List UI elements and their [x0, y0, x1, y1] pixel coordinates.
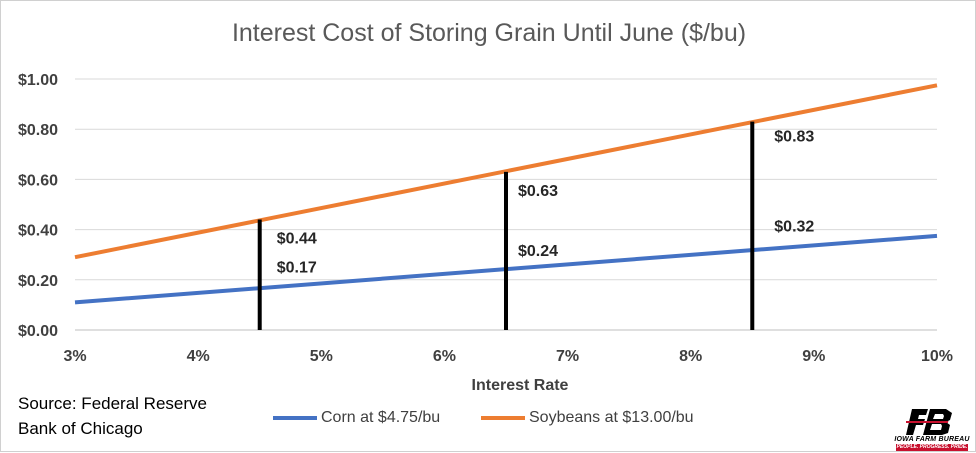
data-label: $0.83	[774, 129, 814, 146]
source-line-1: Source: Federal Reserve	[18, 394, 207, 413]
x-tick-label: 6%	[433, 348, 456, 365]
y-tick-label: $0.80	[18, 122, 58, 139]
data-label: $0.24	[518, 243, 558, 260]
data-label: $0.17	[277, 259, 317, 276]
source-line-2: Bank of Chicago	[18, 419, 143, 438]
logo-tagline: PEOPLE. PROGRESS. PRIDE.	[896, 444, 968, 451]
series-line-soybeans	[74, 83, 938, 260]
legend-swatch-corn	[273, 415, 317, 420]
y-tick-label: $0.60	[18, 172, 58, 189]
x-tick-label: 10%	[921, 348, 953, 365]
legend-label-corn: Corn at $4.75/bu	[321, 409, 441, 426]
chart-title: Interest Cost of Storing Grain Until Jun…	[231, 19, 747, 47]
y-tick-label: $0.00	[18, 323, 58, 340]
x-tick-label: 4%	[187, 348, 210, 365]
data-label: $0.63	[518, 183, 558, 200]
logo-text: IOWA FARM BUREAU	[894, 436, 970, 443]
x-tick-label: 9%	[802, 348, 825, 365]
source-note: Source: Federal Reserve Bank of Chicago	[18, 391, 207, 441]
legend-item-soybeans: Soybeans at $13.00/bu	[481, 409, 694, 427]
x-tick-label: 8%	[679, 348, 702, 365]
y-tick-label: $0.20	[18, 273, 58, 290]
x-tick-label: 3%	[63, 348, 86, 365]
farm-bureau-logo-icon	[906, 409, 952, 435]
y-tick-label: $1.00	[18, 72, 58, 89]
data-label: $0.32	[774, 219, 814, 236]
x-tick-label: 7%	[556, 348, 579, 365]
farm-bureau-logo: IOWA FARM BUREAU PEOPLE. PROGRESS. PRIDE…	[894, 407, 970, 451]
x-tick-label: 5%	[310, 348, 333, 365]
legend-label-soybeans: Soybeans at $13.00/bu	[529, 409, 694, 426]
x-axis-label: Interest Rate	[472, 377, 569, 394]
legend-item-corn: Corn at $4.75/bu	[273, 409, 440, 427]
data-label: $0.44	[277, 231, 317, 248]
legend-swatch-soybeans	[481, 415, 525, 420]
y-tick-label: $0.40	[18, 223, 58, 240]
